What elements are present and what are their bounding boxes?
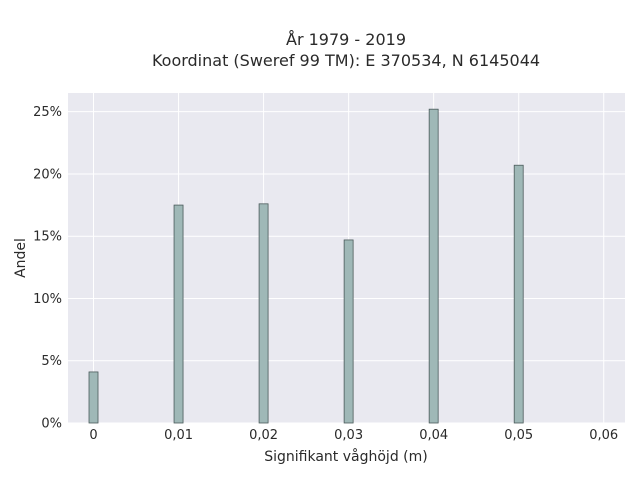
bar xyxy=(258,203,269,424)
x-tick-label: 0,02 xyxy=(249,428,278,443)
y-tick-label: 0% xyxy=(41,417,62,432)
x-axis-label: Signifikant våghöjd (m) xyxy=(264,448,427,465)
chart-title: År 1979 - 2019 xyxy=(286,30,406,49)
bar xyxy=(343,239,354,424)
y-axis: 0% 5% 10% 15% 20% 25% xyxy=(33,105,62,431)
y-tick-label: 15% xyxy=(33,230,62,245)
y-tick-label: 20% xyxy=(33,167,62,182)
bar xyxy=(513,164,524,424)
x-tick-label: 0,05 xyxy=(504,428,533,443)
y-tick-label: 25% xyxy=(33,105,62,120)
x-tick-label: 0,03 xyxy=(334,428,363,443)
bar xyxy=(173,204,184,424)
y-tick-label: 5% xyxy=(41,354,62,369)
bar xyxy=(428,108,439,424)
x-axis: 0 0,01 0,02 0,03 0,04 0,05 0,06 xyxy=(89,428,618,443)
x-tick-label: 0,04 xyxy=(419,428,448,443)
bars xyxy=(88,108,524,424)
y-tick-label: 10% xyxy=(33,292,62,307)
x-tick-label: 0,01 xyxy=(164,428,193,443)
x-tick-label: 0,06 xyxy=(589,428,618,443)
bar xyxy=(88,371,99,424)
x-tick-label: 0 xyxy=(89,428,97,443)
y-axis-label: Andel xyxy=(13,238,29,278)
chart-subtitle: Koordinat (Sweref 99 TM): E 370534, N 61… xyxy=(152,51,540,70)
